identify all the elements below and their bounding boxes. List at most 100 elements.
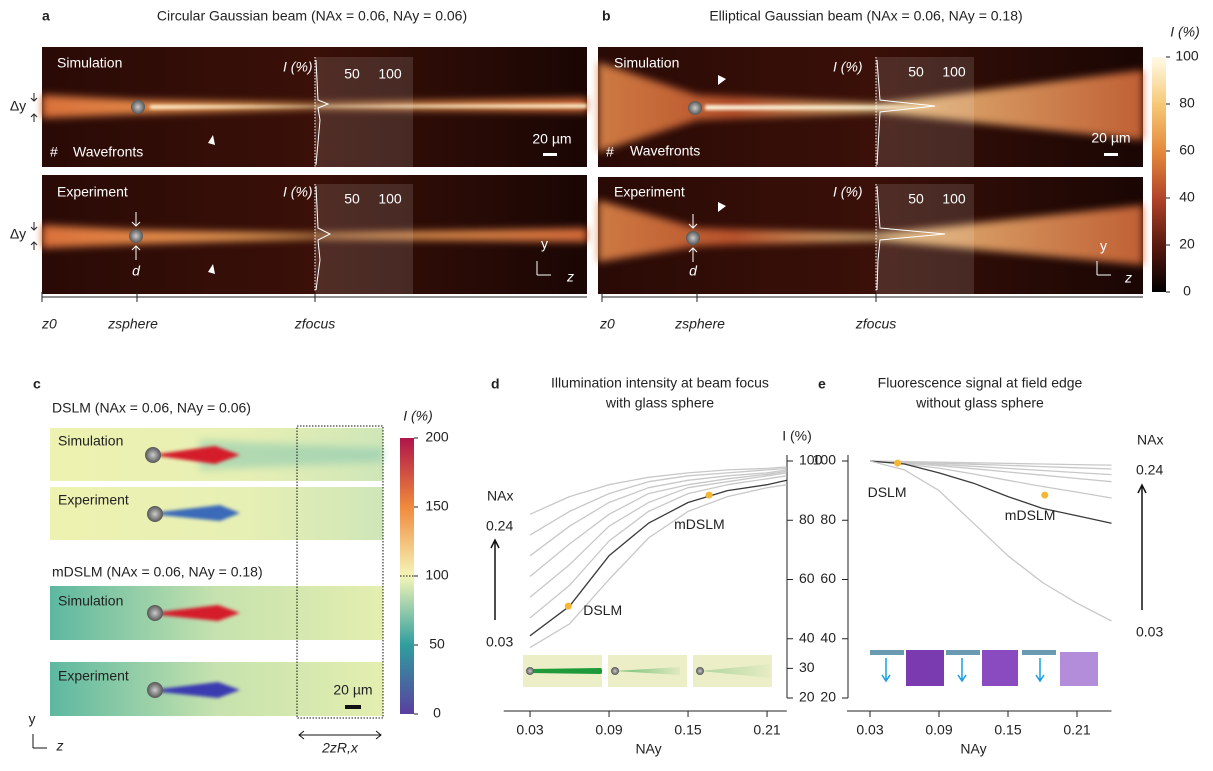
y-tick-label: 40 <box>799 629 815 645</box>
wavefront-label: Wavefronts <box>630 143 700 159</box>
colorbar-tick-label: 200 <box>425 429 449 445</box>
colorbar-tick-label: 100 <box>425 567 449 583</box>
x-axis-label: NAy <box>960 741 986 757</box>
profile-tick: 100 <box>942 191 966 207</box>
panel-label: c <box>33 376 41 392</box>
row-label: Experiment <box>58 492 129 508</box>
section-title: mDSLM (NAx = 0.06, NAy = 0.18) <box>52 564 263 580</box>
panel-a: a Circular Gaussian beam (NAx = 0.06, NA… <box>10 8 587 332</box>
x-tick-label: 0.15 <box>994 722 1021 738</box>
dy-label: Δy <box>10 98 26 114</box>
inset-sphere <box>696 667 704 675</box>
arrow-label: NAx <box>1137 432 1163 448</box>
colorbar-label: I (%) <box>1170 24 1200 40</box>
section-title: DSLM (NAx = 0.06, NAy = 0.06) <box>52 400 251 416</box>
arrow <box>1036 658 1044 681</box>
point <box>1041 492 1048 499</box>
axis-y: y <box>541 236 548 252</box>
chart-title: without glass sphere <box>915 395 1044 411</box>
panel-label: a <box>42 8 50 24</box>
arrow-label: NAx <box>487 488 513 504</box>
profile-tick: 50 <box>344 66 360 82</box>
sheet <box>870 650 904 655</box>
panel-label: e <box>818 376 826 392</box>
sphere <box>147 682 163 698</box>
arrow <box>958 658 966 681</box>
panel-b: b Elliptical Gaussian beam (NAx = 0.06, … <box>598 8 1143 332</box>
x-tick-label: 0.03 <box>516 722 543 738</box>
axis-y: y <box>29 711 36 727</box>
inset-beam <box>530 670 600 672</box>
scale-label: 20 µm <box>532 131 571 147</box>
y-tick-label: 60 <box>799 570 815 586</box>
sphere <box>147 506 163 522</box>
z-label: zsphere <box>107 316 158 332</box>
row-label: Simulation <box>58 593 123 609</box>
row-label: Simulation <box>57 55 122 71</box>
profile-tick: 100 <box>378 66 402 82</box>
inset-sphere <box>611 667 619 675</box>
colorbar-tick-label: 60 <box>1179 142 1195 158</box>
y-tick-label: 30 <box>799 659 815 675</box>
arrow-from: 0.03 <box>1136 624 1163 640</box>
x-tick-label: 0.09 <box>595 722 622 738</box>
y-tick-label: 80 <box>799 511 815 527</box>
colorbar-label: I (%) <box>403 408 433 424</box>
sphere <box>145 447 161 463</box>
row-label: Experiment <box>57 184 128 200</box>
profile-tick: 50 <box>908 191 924 207</box>
signal <box>906 650 944 686</box>
inset-sphere <box>526 667 534 675</box>
colorbar-tick-label: 0 <box>1183 283 1191 299</box>
point <box>565 603 572 610</box>
arrow-from: 0.03 <box>486 634 513 650</box>
x-tick-label: 0.03 <box>856 722 883 738</box>
profile-tick: 100 <box>942 64 966 80</box>
scale-label: 20 µm <box>333 682 372 698</box>
z-label: z0 <box>41 316 57 332</box>
profile-label: I (%) <box>283 59 313 75</box>
panel-title: Circular Gaussian beam (NAx = 0.06, NAy … <box>157 8 467 24</box>
sheet <box>946 650 980 655</box>
range-label: 2zR,x <box>321 740 359 756</box>
row-label: Simulation <box>58 433 123 449</box>
y-tick-label: 60 <box>820 570 836 586</box>
colorbar <box>1152 57 1166 292</box>
page: Figure html,body{margin:0;padding:0;back… <box>0 0 1213 766</box>
y-tick-label: 100 <box>813 452 837 468</box>
signal <box>1060 652 1098 686</box>
grid-icon: # <box>606 144 614 160</box>
y-axis-label: I (%) <box>782 428 812 444</box>
body: { "panels": { "a": {"label": "a", "title… <box>0 0 1213 766</box>
sphere <box>129 229 143 243</box>
x-tick-label: 0.15 <box>674 722 701 738</box>
chart-title: Fluorescence signal at field edge <box>878 375 1083 391</box>
point <box>894 460 901 467</box>
dy-arrows <box>31 222 37 250</box>
point-label: mDSLM <box>1005 507 1056 523</box>
sheet <box>1022 650 1056 655</box>
scale-bar <box>345 705 361 709</box>
row-label: Simulation <box>614 55 679 71</box>
y-tick-label: 20 <box>820 689 836 705</box>
colorbar-tick-label: 80 <box>1179 95 1195 111</box>
row-label: Experiment <box>58 668 129 684</box>
panel-label: d <box>491 376 500 392</box>
grid-icon: # <box>50 144 58 160</box>
chart-title: with glass sphere <box>605 395 714 411</box>
point <box>706 492 713 499</box>
sphere <box>131 100 145 114</box>
z-label: zfocus <box>294 316 335 332</box>
colorbar-tick-label: 20 <box>1179 236 1195 252</box>
colorbar-ab: I (%) <box>1152 24 1200 292</box>
signal <box>982 650 1018 686</box>
arrow <box>882 658 890 681</box>
axis-z: z <box>56 738 64 754</box>
z-label: zsphere <box>674 316 725 332</box>
z-label: zfocus <box>855 316 896 332</box>
d-label: d <box>132 263 141 279</box>
y-tick-label: 40 <box>820 629 836 645</box>
sphere <box>147 605 163 621</box>
panel-label: b <box>602 8 611 24</box>
dy-label: Δy <box>10 226 26 242</box>
